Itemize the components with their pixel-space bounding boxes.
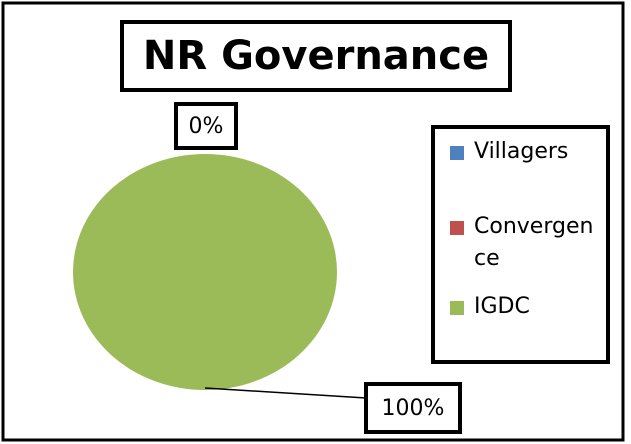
legend-label: Convergence: [474, 214, 594, 271]
legend-swatch: [450, 301, 464, 315]
data-label-box: [364, 382, 462, 434]
legend-label: IGDC: [474, 294, 530, 319]
legend-swatch: [450, 221, 464, 235]
data-label: 100%: [382, 396, 445, 421]
leader-line: [204, 387, 367, 399]
legend-box: [431, 125, 610, 364]
data-label: 0%: [189, 114, 224, 139]
title-box: [120, 20, 512, 92]
data-label-box: [174, 102, 238, 150]
legend-label: Villagers: [474, 139, 569, 164]
chart-title: NR Governance: [143, 33, 489, 79]
pie-slice: [73, 154, 337, 390]
legend-swatch: [450, 146, 464, 160]
